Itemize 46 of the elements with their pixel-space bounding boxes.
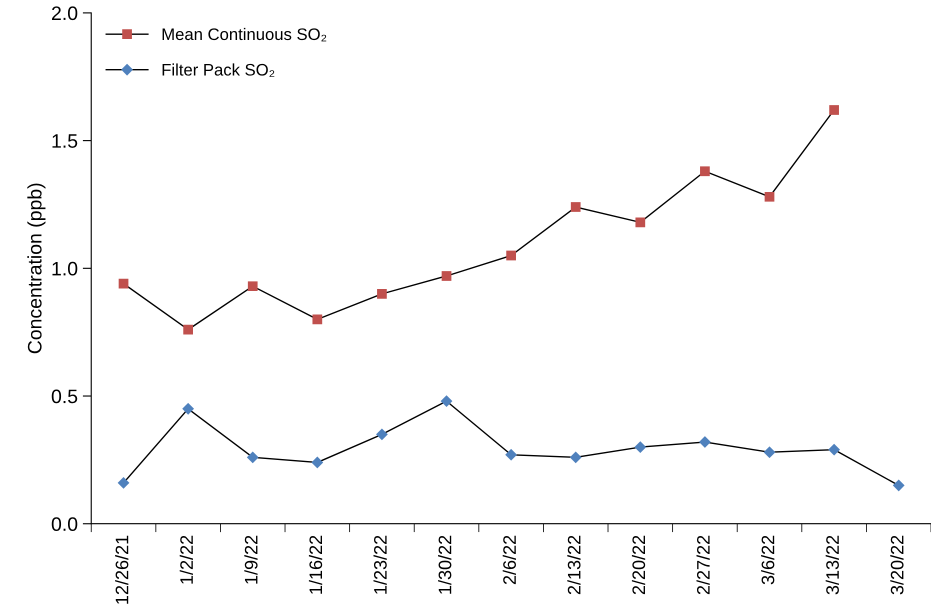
point xyxy=(118,477,130,488)
point xyxy=(183,324,193,334)
point xyxy=(377,289,387,299)
point xyxy=(634,442,646,453)
legend-label: Mean Continuous SO₂ xyxy=(162,28,326,42)
point xyxy=(440,396,452,407)
y-tick-label: 1.0 xyxy=(52,262,78,276)
y-axis-title: Concentration (ppb) xyxy=(27,184,46,354)
point xyxy=(570,452,582,463)
point xyxy=(828,444,840,456)
point xyxy=(829,105,839,115)
point xyxy=(570,202,581,212)
point xyxy=(764,446,776,458)
y-tick-label: 1.5 xyxy=(52,134,78,148)
point xyxy=(506,449,517,460)
y-tick-label: 0.5 xyxy=(52,390,78,404)
x-tick-label: 3/6/22 xyxy=(761,536,774,584)
point xyxy=(118,278,128,289)
x-tick-label: 1/30/22 xyxy=(438,536,452,594)
point xyxy=(442,271,452,281)
point xyxy=(764,192,774,202)
point xyxy=(248,281,258,292)
point xyxy=(635,217,646,228)
x-tick-label: 2/13/22 xyxy=(567,536,581,594)
x-tick-label: 1/23/22 xyxy=(374,536,387,594)
x-tick-label: 1/9/22 xyxy=(244,536,258,584)
point xyxy=(182,403,194,414)
x-tick-label: 1/2/22 xyxy=(180,536,193,584)
x-tick-label: 3/20/22 xyxy=(890,536,904,594)
point xyxy=(376,428,388,440)
x-tick-label: 2/20/22 xyxy=(632,536,646,594)
point xyxy=(312,456,323,468)
point xyxy=(700,166,710,176)
x-tick-label: 2/27/22 xyxy=(696,536,710,594)
point xyxy=(312,314,322,324)
point xyxy=(506,250,516,260)
point xyxy=(247,452,258,463)
x-tick-label: 3/13/22 xyxy=(826,536,839,594)
x-tick-label: 12/26/21 xyxy=(115,536,128,604)
x-tick-label: 2/6/22 xyxy=(502,536,516,584)
point xyxy=(893,480,904,492)
y-tick-label: 2.0 xyxy=(52,6,78,20)
point xyxy=(699,436,711,448)
legend-label: Filter Pack SO₂ xyxy=(162,63,274,77)
y-tick-label: 0.0 xyxy=(52,517,78,531)
x-tick-label: 1/16/22 xyxy=(308,536,322,594)
